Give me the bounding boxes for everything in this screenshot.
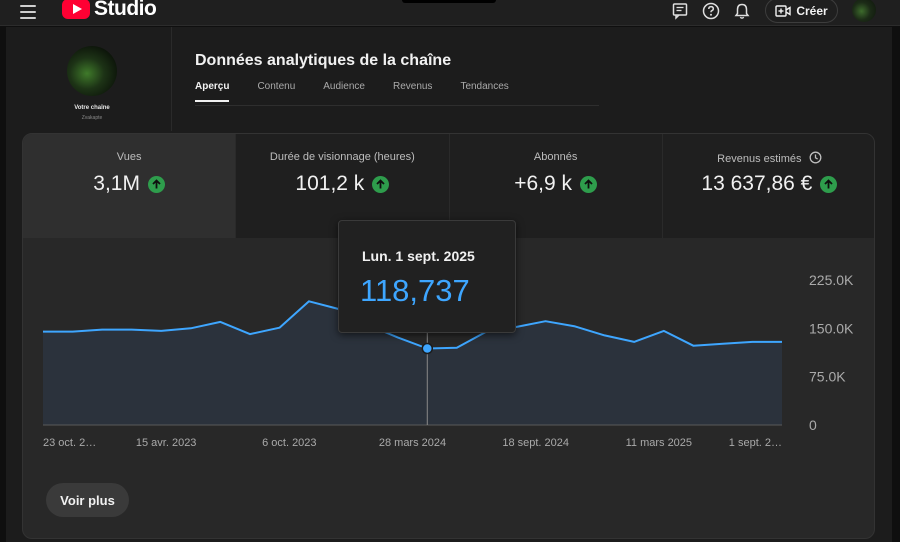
channel-panel: Votre chaîne Zvakapte — [6, 27, 172, 131]
x-tick-label: 15 avr. 2023 — [136, 437, 197, 449]
trend-up-icon — [372, 175, 390, 193]
channel-avatar[interactable] — [67, 46, 117, 96]
top-bar: Studio Créer — [0, 0, 900, 26]
youtube-play-icon — [62, 0, 90, 19]
trend-up-icon — [580, 175, 598, 193]
tab-revenus[interactable]: Revenus — [392, 81, 433, 92]
x-tick-label: 18 sept. 2024 — [502, 437, 569, 449]
metric-label: Durée de visionnage (heures) — [269, 151, 415, 163]
feedback-icon[interactable] — [670, 1, 690, 21]
trend-up-icon — [147, 175, 165, 193]
camera-notch — [402, 0, 496, 3]
notifications-icon[interactable] — [732, 1, 752, 21]
metric-label: Abonnés — [533, 151, 578, 163]
clock-icon — [809, 151, 822, 164]
metric-value: 13 637,86 € — [701, 172, 813, 195]
y-tick-label: 225.0K — [809, 272, 854, 288]
create-label: Créer — [796, 3, 828, 18]
x-tick-label: 1 sept. 2… — [729, 437, 782, 449]
studio-logo[interactable]: Studio — [62, 0, 157, 21]
channel-name: Zvakapte — [81, 115, 103, 121]
tab-apercu[interactable]: Aperçu — [195, 81, 230, 102]
metric-label: Revenus estimés — [717, 153, 802, 165]
metrics-row: Vues 3,1M Durée de visionnage (heures) 1… — [23, 134, 874, 238]
x-tick-label: 6 oct. 2023 — [262, 437, 316, 449]
see-more-button[interactable]: Voir plus — [46, 483, 129, 517]
menu-icon[interactable] — [20, 2, 42, 22]
x-tick-label: 11 mars 2025 — [626, 437, 692, 449]
x-tick-label: 28 mars 2024 — [379, 437, 446, 449]
tab-contenu[interactable]: Contenu — [257, 81, 296, 92]
y-tick-label: 150.0K — [809, 320, 854, 336]
tooltip-value: 118,737 — [360, 273, 470, 308]
metric-value: 3,1M — [93, 172, 140, 195]
logo-text: Studio — [94, 0, 157, 20]
tab-audience[interactable]: Audience — [323, 81, 365, 92]
y-tick-label: 0 — [809, 417, 817, 433]
create-button[interactable]: Créer — [765, 0, 838, 23]
metric-label: Vues — [116, 151, 142, 163]
x-tick-label: 23 oct. 2… — [43, 437, 96, 449]
trend-up-icon — [820, 175, 838, 193]
metric-value: +6,9 k — [514, 172, 573, 195]
tooltip-date: Lun. 1 sept. 2025 — [362, 248, 475, 264]
views-chart[interactable]: 225.0K 150.0K 75.0K 0 23 oct. 2… 15 avr. 2023… — [23, 134, 875, 539]
series-area — [43, 301, 782, 425]
metric-label-row: Revenus estimés — [663, 151, 874, 165]
chart-tooltip: Lun. 1 sept. 2025 118,737 — [338, 220, 516, 333]
analytics-tabs: Aperçu Contenu Audience Revenus Tendance… — [195, 81, 537, 102]
tabs-divider — [195, 105, 599, 106]
account-avatar[interactable] — [852, 0, 876, 22]
series-line — [43, 300, 782, 350]
tab-tendances[interactable]: Tendances — [460, 81, 509, 92]
metric-revenue[interactable]: Revenus estimés 13 637,86 € — [662, 134, 874, 238]
help-icon[interactable] — [701, 1, 721, 21]
metric-value: 101,2 k — [295, 172, 365, 195]
analytics-card: Vues 3,1M Durée de visionnage (heures) 1… — [22, 133, 875, 539]
create-video-icon — [775, 4, 792, 17]
page-title: Données analytiques de la chaîne — [195, 52, 452, 69]
metric-views[interactable]: Vues 3,1M — [23, 134, 237, 238]
y-tick-label: 75.0K — [809, 369, 846, 385]
channel-label[interactable]: Votre chaîne — [74, 105, 110, 111]
highlighted-point — [421, 342, 434, 355]
